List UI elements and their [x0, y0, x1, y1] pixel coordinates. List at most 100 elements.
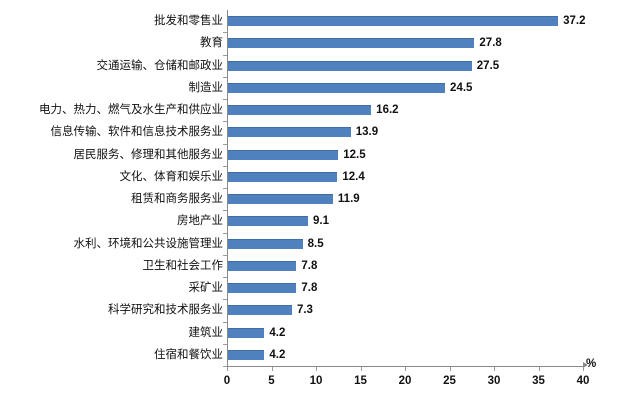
x-axis-tick — [316, 367, 317, 371]
bar-container: 4.2 — [227, 322, 583, 344]
x-axis-tick-label: 25 — [443, 375, 456, 387]
bar-value-label: 4.2 — [269, 348, 286, 361]
chart-row: 居民服务、修理和其他服务业 12.5 — [74, 144, 583, 166]
category-label: 建筑业 — [188, 326, 224, 339]
x-axis-tick — [494, 367, 495, 371]
bar-container: 8.5 — [227, 233, 583, 255]
bar-container: 16.2 — [227, 99, 583, 121]
x-axis-tick-label: 20 — [398, 375, 412, 387]
chart-row: 采矿业 7.8 — [189, 277, 583, 299]
chart-row: 电力、热力、燃气及水生产和供应业 16.2 — [39, 99, 583, 121]
bar — [227, 238, 303, 249]
bar-container: 12.5 — [227, 144, 583, 166]
x-axis-arrow-icon — [583, 362, 588, 368]
x-axis-tick-label: 40 — [576, 375, 590, 387]
chart-row: 建筑业 4.2 — [189, 322, 583, 344]
bar-value-label: 12.5 — [343, 148, 366, 161]
y-axis-tick — [223, 210, 227, 212]
y-axis-tick — [223, 366, 227, 367]
x-axis-tick — [227, 367, 228, 371]
bar-container: 12.4 — [227, 166, 583, 188]
bar — [227, 349, 265, 360]
bar-container: 27.8 — [227, 32, 583, 54]
y-axis-tick — [223, 299, 227, 301]
bar-value-label: 27.8 — [479, 37, 502, 50]
category-label: 教育 — [200, 37, 223, 50]
bar-container: 24.5 — [227, 77, 583, 99]
bar-value-label: 4.2 — [269, 326, 286, 339]
bar-value-label: 12.4 — [342, 170, 365, 183]
y-axis-line — [227, 10, 228, 367]
bar — [227, 283, 297, 293]
y-axis-tick — [223, 277, 227, 278]
bar-value-label: 13.9 — [355, 126, 379, 139]
y-axis-tick — [223, 343, 227, 345]
y-axis-tick — [223, 165, 227, 167]
category-label: 信息传输、软件和信息技术服务业 — [50, 126, 224, 139]
category-label: 科学研究和技术服务业 — [108, 304, 223, 317]
category-label: 卫生和社会工作 — [142, 259, 224, 272]
x-axis-line — [227, 366, 584, 367]
x-axis-tick-label: 5 — [268, 375, 275, 387]
bar-value-label: 24.5 — [450, 81, 473, 94]
bar — [227, 305, 292, 316]
x-axis-unit-label: % — [586, 358, 597, 370]
bar-container: 11.9 — [227, 188, 583, 210]
category-label: 文化、体育和娱乐业 — [119, 170, 224, 183]
y-axis-tick — [223, 76, 227, 78]
category-label: 居民服务、修理和其他服务业 — [73, 148, 224, 161]
category-label: 水利、环境和公共设施管理业 — [73, 237, 224, 250]
bar — [227, 82, 446, 93]
chart-row: 卫生和社会工作 7.8 — [143, 255, 583, 277]
y-axis-tick — [223, 232, 227, 234]
bar — [227, 60, 472, 71]
y-axis-tick — [223, 54, 227, 56]
bar-container: 4.2 — [227, 344, 583, 366]
bar — [227, 171, 338, 182]
y-axis-tick — [223, 254, 227, 256]
bar-value-label: 9.1 — [312, 215, 329, 228]
x-axis-tick — [449, 367, 451, 371]
bar-value-label: 8.5 — [307, 237, 324, 250]
chart-row: 住宿和餐饮业 4.2 — [154, 344, 583, 366]
category-label: 制造业 — [188, 81, 224, 94]
chart-row: 制造业 24.5 — [189, 77, 583, 99]
chart-row: 科学研究和技术服务业 7.3 — [108, 299, 583, 321]
y-axis-tick — [223, 188, 227, 189]
category-label: 采矿业 — [188, 282, 224, 294]
chart-row: 交通运输、仓储和邮政业 27.5 — [97, 55, 583, 77]
chart-row: 教育 27.8 — [200, 32, 583, 54]
x-axis-tick-label: 30 — [487, 375, 501, 387]
x-axis-tick-label: 10 — [309, 375, 323, 387]
bar-container: 7.8 — [227, 277, 583, 299]
chart-row: 房地产业 9.1 — [177, 210, 583, 232]
chart-row: 租赁和商务服务业 11.9 — [131, 188, 583, 210]
bar — [227, 105, 372, 115]
y-axis-tick — [223, 99, 227, 100]
category-label: 批发和零售业 — [154, 15, 223, 27]
category-label: 租赁和商务服务业 — [131, 193, 223, 205]
x-axis-tick — [583, 367, 584, 371]
category-label: 住宿和餐饮业 — [154, 348, 223, 361]
x-axis-tick-label: 15 — [354, 375, 367, 387]
x-axis-tick-label: 0 — [223, 375, 231, 387]
x-axis-tick-label: 35 — [532, 375, 545, 387]
bar-container: 37.2 — [227, 10, 585, 32]
bar-container: 27.5 — [227, 55, 583, 77]
bar-value-label: 7.3 — [296, 304, 313, 317]
chart-row: 批发和零售业 37.2 — [154, 10, 585, 32]
x-axis-tick — [271, 367, 273, 371]
y-axis-tick — [223, 32, 227, 34]
bar — [227, 38, 475, 49]
category-label: 交通运输、仓储和邮政业 — [96, 59, 224, 72]
chart-row: 文化、体育和娱乐业 12.4 — [120, 166, 583, 188]
chart-row: 信息传输、软件和信息技术服务业 13.9 — [51, 121, 583, 143]
category-label: 电力、热力、燃气及水生产和供应业 — [39, 104, 223, 116]
x-axis-tick — [405, 367, 406, 371]
bar — [227, 216, 308, 227]
bar-container: 7.3 — [227, 299, 583, 321]
bar — [227, 327, 265, 338]
x-axis-tick — [360, 367, 362, 371]
category-label: 房地产业 — [177, 215, 223, 228]
bar — [227, 127, 351, 138]
